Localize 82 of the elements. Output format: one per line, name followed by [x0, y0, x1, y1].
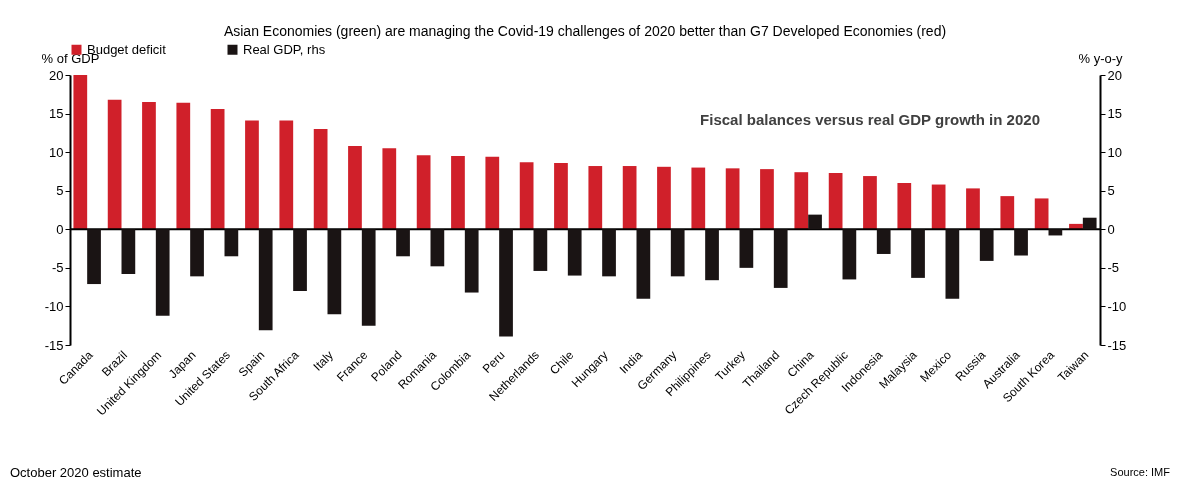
y2-tick-label: -5: [1107, 260, 1120, 276]
bar: [554, 162, 568, 230]
bar: [760, 169, 774, 230]
y2-tick-label: 5: [1107, 183, 1115, 199]
bar: [155, 229, 170, 316]
bar: [622, 166, 637, 230]
bar: [567, 229, 582, 276]
y-tick-label: 15: [49, 106, 64, 122]
bar: [451, 156, 465, 230]
y-tick-label: -5: [51, 260, 64, 276]
bar: [828, 172, 843, 230]
text: October 2020 estimate: [10, 465, 142, 480]
bar: [499, 229, 513, 337]
y-tick-label: 5: [56, 183, 64, 199]
bar: [519, 162, 534, 230]
bar: [396, 229, 410, 257]
y2-tick-label: 15: [1107, 106, 1122, 122]
bar: [670, 229, 685, 277]
bar: [842, 229, 857, 280]
bar: [430, 229, 445, 267]
bar: [979, 229, 994, 261]
y-tick-label: 0: [56, 221, 64, 237]
bar: [588, 166, 603, 230]
bar: [121, 229, 136, 275]
bar: [897, 183, 912, 230]
bar: [190, 229, 204, 277]
bar: [361, 229, 376, 326]
text: Fiscal balances versus real GDP growth in 2020: [700, 111, 1040, 128]
bar: [1000, 196, 1015, 230]
bar: [1048, 229, 1063, 236]
bar: [808, 214, 822, 230]
bar: [87, 229, 101, 285]
bar: [416, 155, 431, 230]
bar: [602, 229, 616, 277]
y2-tick-label: 20: [1107, 67, 1122, 83]
source-note: Source: IMF: [1110, 466, 1171, 478]
bar: [279, 120, 294, 230]
bar: [705, 229, 719, 281]
bar: [691, 167, 706, 230]
bar: [931, 184, 946, 230]
y2-axis-title: % y-o-y: [1078, 50, 1124, 66]
bar: [794, 172, 809, 230]
chart-title: Asian Economies (green) are managing the Covid-19 challenges of 2020 better than G7 Developed Economies (red): [223, 23, 947, 39]
y2-tick-label: -10: [1107, 298, 1127, 314]
bar: [739, 229, 754, 268]
bar: [258, 229, 273, 331]
bar: [245, 120, 259, 230]
bar: [863, 176, 877, 230]
bar: [327, 229, 342, 315]
y2-tick-label: 10: [1107, 144, 1122, 160]
bar: [313, 129, 328, 230]
bar: [945, 229, 960, 299]
y2-tick-label: 0: [1107, 221, 1115, 237]
bar: [224, 229, 239, 257]
bar: [464, 229, 479, 293]
legend-label: Real GDP, rhs: [243, 41, 326, 57]
bar: [107, 99, 122, 230]
bar: [73, 75, 88, 230]
bar: [1034, 198, 1049, 230]
bar: [533, 229, 548, 271]
bar: [725, 168, 740, 230]
bar: [142, 102, 156, 230]
bar: [966, 188, 980, 230]
bar: [636, 229, 651, 299]
bar: [210, 108, 225, 230]
y-tick-label: 10: [49, 144, 64, 160]
y-tick-label: -15: [44, 337, 64, 353]
x-tick-label: Italy: [310, 348, 336, 374]
bar: [382, 148, 397, 230]
bar: [293, 229, 307, 291]
bar: [1082, 217, 1097, 230]
y-tick-label: 20: [49, 67, 64, 83]
bar: [176, 102, 191, 230]
bar: [1014, 229, 1028, 256]
bar: [657, 166, 671, 230]
bar: [876, 229, 891, 254]
y-tick-label: -10: [44, 298, 64, 314]
bar: [911, 229, 925, 278]
bar: [773, 229, 788, 288]
y2-tick-label: -15: [1107, 337, 1127, 353]
bar: [348, 145, 362, 230]
bar: [485, 156, 500, 230]
